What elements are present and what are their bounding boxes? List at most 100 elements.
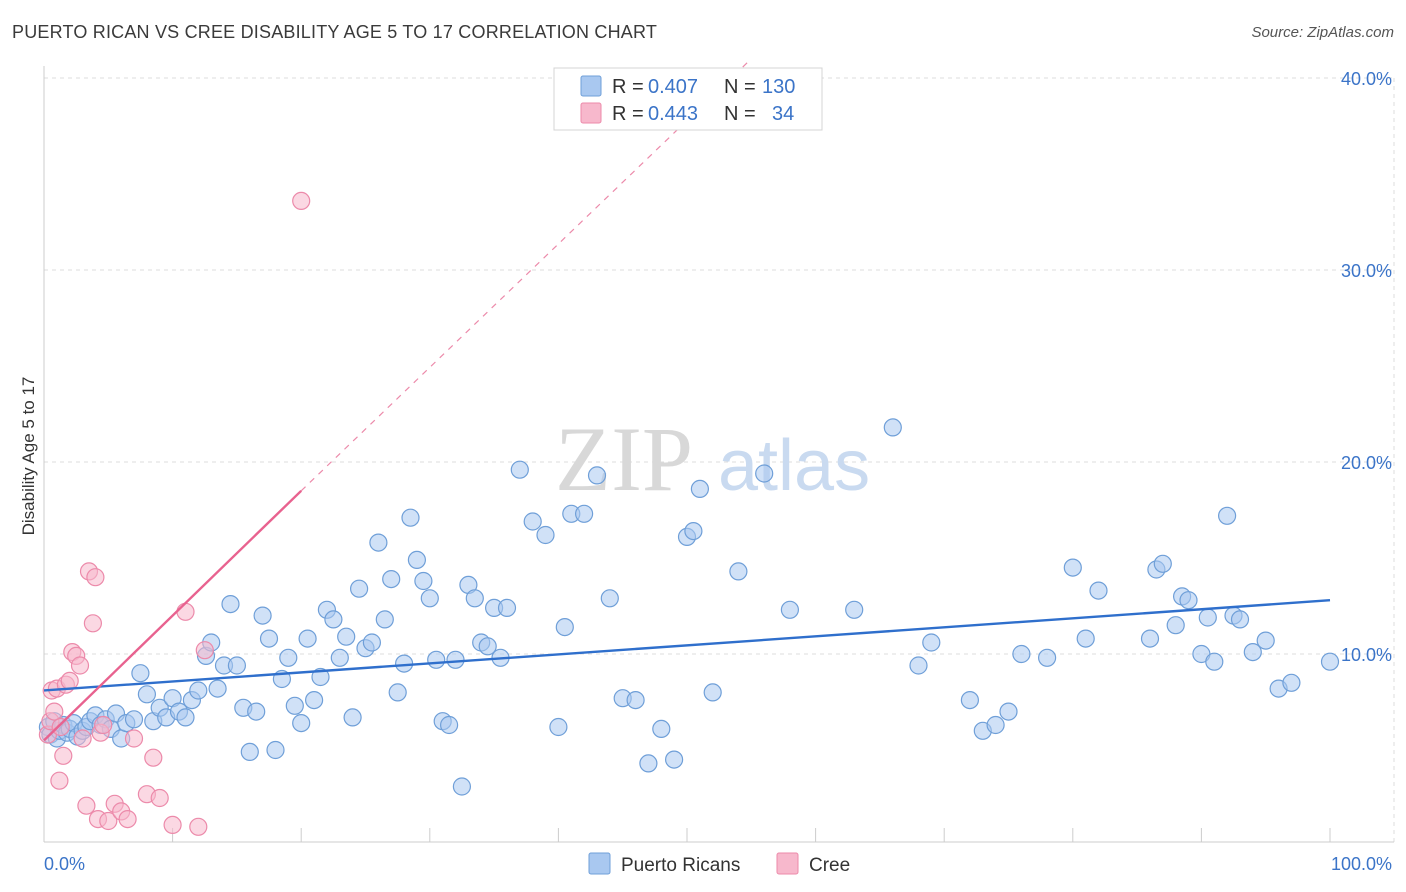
puerto-rican-point-108 [1012, 644, 1031, 664]
puerto-rican-point-63 [401, 508, 420, 527]
trend-line-cree-extension [300, 58, 752, 492]
cree-point-32 [195, 641, 214, 660]
puerto-rican-point-69 [440, 715, 459, 735]
puerto-rican-point-35 [221, 594, 240, 614]
puerto-rican-point-20 [124, 710, 144, 729]
cree-point-24 [118, 809, 137, 829]
cree-point-9 [60, 671, 79, 691]
puerto-rican-point-113 [1140, 629, 1160, 648]
puerto-rican-point-30 [189, 681, 208, 700]
puerto-rican-point-80 [523, 512, 542, 531]
cree-point-5 [50, 771, 69, 790]
puerto-rican-point-41 [259, 629, 279, 648]
puerto-rican-point-104 [960, 690, 980, 710]
x-tick-labels: 0.0% 100.0% [44, 854, 1392, 874]
puerto-rican-point-115 [1153, 554, 1172, 573]
puerto-rican-point-91 [652, 719, 671, 739]
puerto-rican-point-67 [427, 650, 446, 669]
cree-point-25 [124, 729, 144, 748]
puerto-rican-point-66 [420, 589, 439, 608]
puerto-rican-point-116 [1166, 616, 1185, 635]
cree-point-21 [99, 811, 118, 831]
legend-r-value-2: 0.443 [648, 103, 698, 125]
source-label: Source: ZipAtlas.com [1251, 24, 1394, 41]
cree-point-16 [83, 614, 103, 633]
puerto-rican-point-90 [639, 754, 658, 773]
puerto-rican-point-75 [478, 637, 497, 656]
puerto-rican-point-48 [305, 690, 324, 710]
puerto-rican-point-60 [382, 569, 401, 589]
legend-n-label-1: N = [724, 76, 756, 98]
puerto-rican-point-51 [324, 610, 343, 629]
cree-point-17 [86, 568, 105, 587]
puerto-rican-point-61 [388, 683, 407, 702]
cree-point-14 [77, 796, 96, 815]
puerto-rican-point-54 [343, 708, 362, 727]
puerto-rican-point-57 [362, 633, 381, 652]
watermark: ZIP atlas [555, 408, 870, 510]
bottom-legend: Puerto Ricans Cree [588, 852, 850, 876]
puerto-rican-point-42 [266, 740, 285, 760]
puerto-rican-point-73 [465, 589, 484, 608]
bottom-legend-swatch-pink [776, 852, 799, 875]
x-tick-label-0: 0.0% [44, 854, 85, 874]
puerto-rican-point-40 [253, 606, 272, 625]
puerto-rican-point-36 [227, 656, 246, 675]
bottom-legend-swatch-blue [588, 852, 611, 875]
cree-point-31 [189, 817, 208, 836]
cree-point-28 [150, 788, 169, 808]
puerto-rican-point-58 [369, 533, 388, 552]
puerto-rican-point-100 [845, 600, 864, 619]
bottom-legend-label-blue: Puerto Ricans [621, 855, 740, 876]
trend-line-puerto-ricans [43, 599, 1331, 692]
cree-point-33 [292, 191, 311, 210]
cree-point-27 [144, 748, 163, 767]
puerto-rican-point-110 [1063, 558, 1082, 577]
y-tick-labels: 10.0% 20.0% 30.0% 40.0% [1341, 69, 1392, 665]
puerto-rican-point-94 [684, 521, 703, 541]
puerto-rican-point-85 [574, 504, 594, 523]
puerto-rican-point-47 [298, 629, 317, 648]
puerto-rican-point-53 [337, 627, 356, 646]
puerto-rican-point-129 [1320, 652, 1340, 671]
puerto-rican-point-44 [279, 648, 298, 667]
puerto-rican-point-103 [922, 633, 941, 652]
y-tick-label-3: 40.0% [1341, 69, 1392, 89]
puerto-rican-point-125 [1243, 642, 1262, 662]
puerto-rican-point-87 [600, 589, 619, 608]
puerto-rican-point-128 [1282, 673, 1301, 692]
y-tick-label-2: 30.0% [1341, 261, 1392, 281]
puerto-rican-point-82 [549, 717, 568, 737]
cree-point-6 [51, 717, 70, 737]
puerto-rican-point-79 [510, 460, 529, 479]
puerto-rican-point-126 [1256, 631, 1275, 650]
puerto-rican-point-65 [414, 571, 433, 591]
puerto-rican-point-49 [311, 667, 330, 687]
puerto-rican-point-33 [208, 679, 227, 698]
cree-point-13 [73, 729, 92, 748]
puerto-rican-point-28 [176, 708, 195, 727]
puerto-rican-point-78 [497, 598, 517, 618]
puerto-rican-point-124 [1230, 610, 1250, 629]
puerto-rican-point-52 [330, 648, 349, 667]
legend-n-label-2: N = [724, 103, 756, 125]
y-tick-label-1: 20.0% [1341, 453, 1392, 473]
puerto-rican-point-112 [1089, 581, 1108, 600]
puerto-rican-point-120 [1198, 608, 1217, 627]
puerto-rican-point-89 [626, 690, 645, 710]
legend-n-value-1: 130 [762, 76, 795, 98]
cree-point-7 [54, 746, 73, 765]
trend-line-cree [43, 489, 303, 742]
legend-r-label-1: R = [612, 76, 644, 98]
puerto-rican-point-71 [452, 777, 471, 796]
puerto-rican-point-38 [240, 742, 259, 762]
puerto-rican-point-121 [1205, 652, 1224, 671]
puerto-rican-point-22 [137, 685, 156, 704]
puerto-rican-point-86 [587, 466, 607, 485]
puerto-rican-point-64 [407, 550, 426, 570]
legend: R = 0.407 N = 130 R = 0.443 N = 34 [553, 67, 823, 131]
cree-point-20 [94, 715, 113, 735]
puerto-rican-point-99 [780, 600, 800, 619]
cree-point-3 [45, 702, 64, 721]
